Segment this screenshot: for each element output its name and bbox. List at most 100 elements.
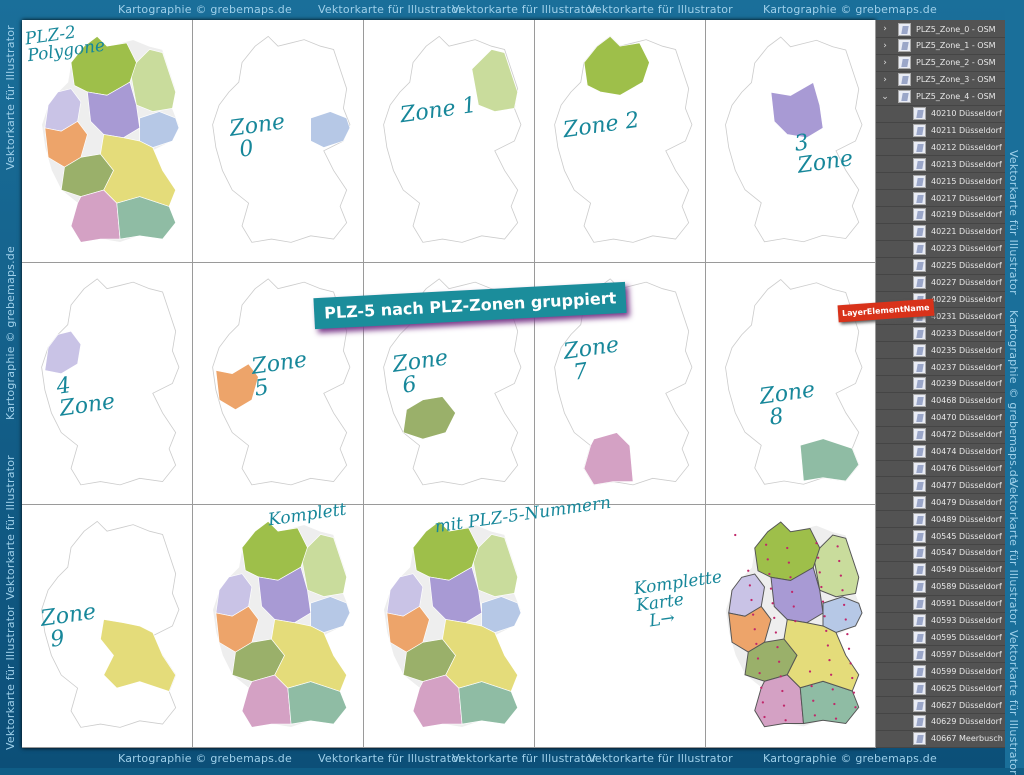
layer-item[interactable]: 40237 Düsseldorf	[876, 359, 1005, 376]
city-marker	[808, 670, 812, 673]
layer-item[interactable]: 40217 Düsseldorf	[876, 190, 1005, 207]
watermark-bottom: Vektorkarte für Illustrator	[588, 752, 733, 765]
layer-item[interactable]: 40223 Düsseldorf	[876, 241, 1005, 258]
layer-item[interactable]: 40489 Düsseldorf	[876, 511, 1005, 529]
layer-name: 40545 Düsseldorf	[931, 531, 1002, 541]
layer-name: 40468 Düsseldorf	[931, 396, 1002, 406]
layer-thumbnail	[913, 495, 926, 509]
watermark-top: Kartographie © grebemaps.de	[763, 3, 937, 16]
germany-outline	[212, 278, 351, 486]
layer-item[interactable]: 40479 Düsseldorf	[876, 494, 1005, 512]
layer-name: 40235 Düsseldorf	[931, 345, 1002, 355]
layer-name: 40549 Düsseldorf	[931, 565, 1002, 575]
city-marker	[849, 662, 852, 665]
layer-thumbnail	[913, 140, 926, 154]
city-marker	[816, 556, 820, 559]
watermark-top: Vektorkarte für Illustrator	[318, 3, 463, 16]
layer-group[interactable]: ⌄ PLZ5_Zone_4 - OSM	[876, 89, 1005, 106]
layer-item[interactable]: 40472 Düsseldorf	[876, 427, 1005, 444]
layer-name: 40217 Düsseldorf	[931, 193, 1002, 203]
city-marker	[782, 704, 786, 707]
watermark-left: Vektorkarte für Illustrator	[4, 455, 17, 600]
layer-item[interactable]: 40474 Düsseldorf	[876, 444, 1005, 461]
layer-item[interactable]: 40597 Düsseldorf	[876, 646, 1005, 664]
city-marker	[812, 699, 815, 702]
chevron-right-icon[interactable]: ›	[883, 74, 887, 85]
map-grid	[22, 20, 876, 748]
layer-item[interactable]: 40470 Düsseldorf	[876, 410, 1005, 427]
layer-item[interactable]: 40589 Düsseldorf	[876, 579, 1005, 596]
watermark-bottom: Vektorkarte für Illustrator	[318, 752, 463, 765]
city-marker	[839, 574, 843, 577]
layer-item[interactable]: 40549 Düsseldorf	[876, 562, 1005, 579]
layer-item[interactable]: 40667 Meerbusch	[876, 731, 1005, 748]
layer-item[interactable]: 40627 Düsseldorf	[876, 697, 1005, 714]
layer-item[interactable]: 40212 Düsseldorf	[876, 139, 1005, 157]
layer-thumbnail	[913, 647, 926, 661]
layer-item[interactable]: 40545 Düsseldorf	[876, 528, 1005, 545]
zone-1-shape	[471, 534, 518, 597]
zone-1-shape	[300, 534, 347, 597]
layer-item[interactable]: 40547 Düsseldorf	[876, 545, 1005, 562]
zone-2-map	[535, 20, 706, 263]
city-marker	[766, 558, 769, 561]
map-panel	[364, 505, 535, 748]
handwritten-label: Zone 8	[757, 377, 817, 432]
layer-item[interactable]: 40629 Düsseldorf	[876, 714, 1005, 731]
chevron-down-icon[interactable]: ⌄	[881, 91, 889, 102]
layer-item[interactable]: 40476 Düsseldorf	[876, 460, 1005, 478]
layer-thumbnail	[913, 123, 926, 137]
layer-thumbnail	[913, 478, 926, 492]
layer-group[interactable]: › PLZ5_Zone_0 - OSM	[876, 21, 1005, 38]
germany-outline	[554, 278, 693, 486]
city-marker	[761, 701, 765, 704]
layer-item[interactable]: 40225 Düsseldorf	[876, 258, 1005, 275]
layer-item[interactable]: 40221 Düsseldorf	[876, 224, 1005, 241]
layer-name: PLZ5_Zone_2 - OSM	[916, 58, 996, 68]
layer-item[interactable]: 40233 Düsseldorf	[876, 325, 1005, 343]
watermark-bottom: Kartographie © grebemaps.de	[118, 752, 292, 765]
chevron-right-icon[interactable]: ›	[883, 24, 887, 34]
zone-1-shape	[812, 534, 860, 598]
layer-item[interactable]: 40591 Düsseldorf	[876, 596, 1005, 613]
layer-thumbnail	[898, 39, 911, 53]
layer-thumbnail	[913, 208, 926, 222]
layer-name: 40213 Düsseldorf	[931, 159, 1002, 169]
city-marker	[846, 632, 849, 636]
city-marker	[763, 715, 766, 719]
city-marker	[789, 576, 792, 579]
city-marker	[769, 587, 773, 590]
zone-1-shape	[471, 49, 518, 112]
layer-item[interactable]: 40599 Düsseldorf	[876, 663, 1005, 681]
layer-group[interactable]: › PLZ5_Zone_3 - OSM	[876, 72, 1005, 89]
germany-map	[383, 35, 522, 243]
layer-thumbnail	[913, 546, 926, 560]
layer-item[interactable]: 40468 Düsseldorf	[876, 393, 1005, 410]
layer-item[interactable]: 40235 Düsseldorf	[876, 342, 1005, 360]
layer-item[interactable]: 40625 Düsseldorf	[876, 680, 1005, 698]
layer-item[interactable]: 40239 Düsseldorf	[876, 376, 1005, 393]
zone-3-map	[706, 20, 876, 263]
handwritten-label: Zone 9	[38, 599, 98, 654]
chevron-right-icon[interactable]: ›	[883, 40, 887, 51]
city-marker	[852, 691, 856, 694]
layer-item[interactable]: 40227 Düsseldorf	[876, 275, 1005, 292]
city-marker	[758, 671, 761, 675]
layer-group[interactable]: › PLZ5_Zone_1 - OSM	[876, 38, 1005, 55]
layer-item[interactable]: 40210 Düsseldorf	[876, 106, 1005, 123]
layer-group[interactable]: › PLZ5_Zone_2 - OSM	[876, 55, 1005, 72]
layer-item[interactable]: 40213 Düsseldorf	[876, 156, 1005, 174]
layer-thumbnail	[913, 732, 926, 746]
layer-thumbnail	[913, 614, 926, 627]
chevron-right-icon[interactable]: ›	[883, 57, 887, 68]
zone-9-map	[22, 505, 193, 748]
layer-item[interactable]: 40593 Düsseldorf	[876, 613, 1005, 630]
layer-thumbnail	[913, 343, 926, 357]
layer-item[interactable]: 40595 Düsseldorf	[876, 629, 1005, 647]
layer-item[interactable]: 40219 Düsseldorf	[876, 207, 1005, 224]
layer-item[interactable]: 40477 Düsseldorf	[876, 477, 1005, 495]
layer-item[interactable]: 40215 Düsseldorf	[876, 173, 1005, 191]
layer-item[interactable]: 40211 Düsseldorf	[876, 122, 1005, 140]
layer-thumbnail	[913, 563, 926, 577]
city-marker	[779, 675, 782, 678]
